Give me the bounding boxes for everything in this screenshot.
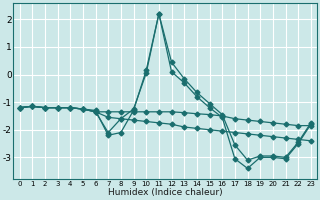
X-axis label: Humidex (Indice chaleur): Humidex (Indice chaleur) <box>108 188 222 197</box>
